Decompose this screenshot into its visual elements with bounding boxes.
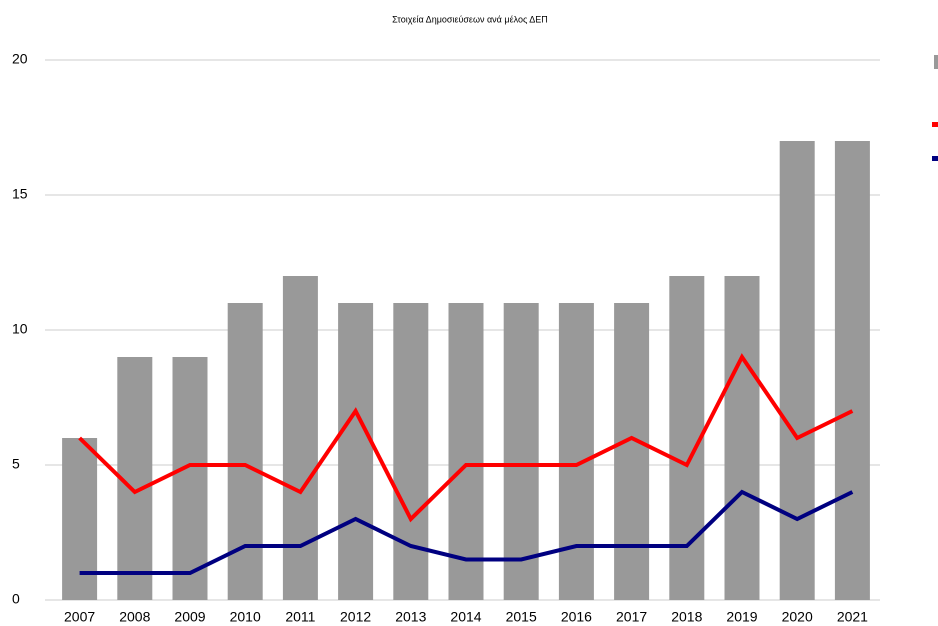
line: [78, 353, 854, 523]
bar: [558, 303, 594, 600]
bar: [338, 303, 374, 600]
x-tick-label: 2016: [561, 609, 592, 625]
y-tick-label: 10: [12, 321, 28, 337]
bar: [614, 303, 650, 600]
bar: [834, 141, 870, 600]
bar: [227, 303, 263, 600]
bar: [282, 276, 318, 600]
x-tick-label: 2017: [616, 609, 647, 625]
bar: [172, 357, 208, 600]
x-tick-label: 2020: [782, 609, 813, 625]
bar: [779, 141, 815, 600]
bar: [448, 303, 484, 600]
x-tick-label: 2007: [64, 609, 95, 625]
x-tick-label: 2011: [285, 609, 315, 625]
x-tick-label: 2021: [837, 609, 868, 625]
bar: [724, 276, 760, 600]
x-tick-label: 2010: [230, 609, 261, 625]
line: [79, 489, 854, 575]
x-tick-label: 2019: [726, 609, 757, 625]
x-tick-label: 2018: [671, 609, 702, 625]
x-tick-label: 2013: [395, 609, 426, 625]
bar: [393, 303, 429, 600]
bar: [503, 303, 539, 600]
y-tick-label: 20: [12, 51, 28, 67]
x-tick-label: 2008: [119, 609, 150, 625]
x-tick-label: 2009: [174, 609, 205, 625]
x-tick-label: 2014: [450, 609, 481, 625]
y-tick-label: 0: [12, 591, 20, 607]
x-tick-label: 2015: [506, 609, 537, 625]
chart-title: Στοιχεία Δημοσιεύσεων ανά μέλος ΔΕΠ: [392, 14, 548, 24]
legend-swatch: [934, 55, 938, 69]
bar: [62, 438, 98, 600]
legend-swatch: [932, 122, 938, 127]
y-tick-label: 15: [12, 186, 28, 202]
y-tick-label: 5: [12, 456, 20, 472]
x-tick-label: 2012: [340, 609, 371, 625]
legend-swatch: [932, 156, 938, 161]
